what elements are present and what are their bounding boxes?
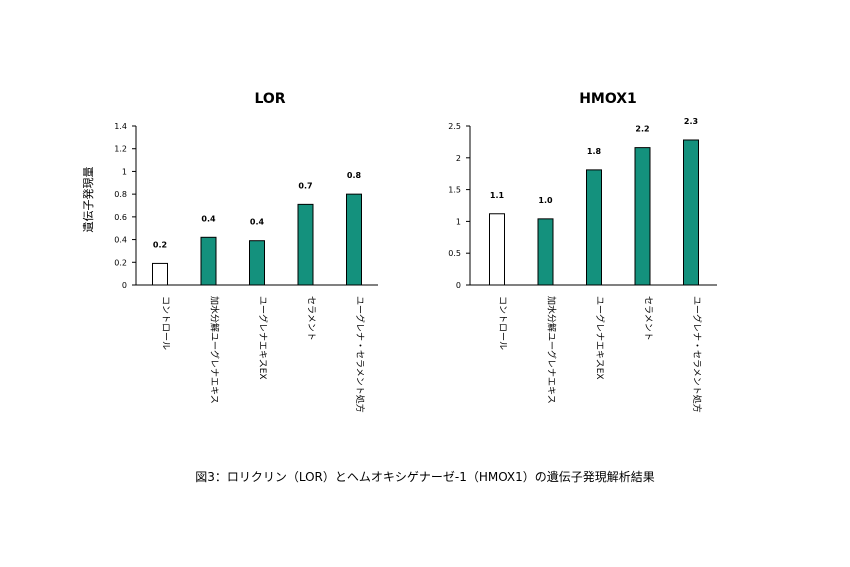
data-label: 0.2 (153, 240, 167, 249)
bar (249, 240, 265, 286)
y-tick-label: 0 (456, 281, 461, 290)
chart-lor: LOR 0 0.2 0.4 0.6 0.8 1 1.2 1.4 遺伝子発現量 0.2 コントロール 0.… (81, 91, 378, 413)
bar (200, 236, 217, 286)
category-label: ユーグレナエキスEX (594, 296, 606, 380)
data-label: 2.2 (635, 125, 649, 134)
category-label: 加水分解ユーグレナエキス (209, 296, 221, 404)
y-tick-label: 0.2 (114, 258, 127, 267)
y-tick-label: 0 (122, 281, 127, 290)
category-label: コントロール (160, 296, 170, 350)
y-tick-label: 1.2 (114, 145, 127, 154)
bar (537, 218, 554, 286)
y-tick-label: 0.8 (114, 190, 127, 199)
category-label: ユーグレナ・セラメント処方 (691, 296, 703, 413)
chart-title: HMOX1 (579, 91, 637, 107)
chart-hmox1: HMOX1 0 0.5 1 1.5 2 2.5 1.1 コントロール 1.0 加水分解ユーグレナエキ… (448, 91, 717, 413)
data-label: 0.4 (201, 214, 216, 223)
category-label: ユーグレナ・セラメント処方 (354, 296, 366, 413)
data-label: 0.7 (298, 181, 312, 190)
category-label: 加水分解ユーグレナエキス (546, 296, 558, 404)
bar (634, 147, 651, 286)
y-tick-label: 1.5 (448, 186, 461, 195)
category-label: セラメント (643, 296, 654, 341)
y-tick-label: 1.4 (114, 122, 127, 131)
figure-caption: 図3：ロリクリン（LOR）とヘムオキシゲナーゼ-1（HMOX1）の遺伝子発現解析… (195, 470, 655, 484)
y-tick-label: 1 (122, 167, 127, 176)
bar (346, 193, 362, 286)
bar (489, 213, 505, 286)
chart-title: LOR (254, 91, 285, 107)
bar (683, 139, 699, 286)
y-tick-label: 0.6 (114, 213, 127, 222)
category-label: セラメント (306, 296, 317, 341)
data-label: 1.1 (490, 191, 505, 200)
data-label: 1.8 (587, 147, 602, 156)
y-tick-label: 2.5 (448, 122, 461, 131)
data-label: 0.4 (250, 218, 265, 227)
bar (586, 169, 602, 286)
data-label: 0.8 (347, 171, 362, 180)
y-axis-label: 遺伝子発現量 (81, 167, 95, 233)
data-label: 2.3 (684, 117, 698, 126)
y-tick-label: 1 (456, 217, 461, 226)
bar (297, 203, 314, 286)
y-tick-label: 0.5 (448, 249, 461, 258)
y-tick-label: 0.4 (114, 236, 127, 245)
category-label: コントロール (497, 296, 507, 350)
bar (152, 262, 168, 286)
y-tick-label: 2 (456, 154, 461, 163)
data-label: 1.0 (538, 196, 553, 205)
category-label: ユーグレナエキスEX (257, 296, 269, 380)
